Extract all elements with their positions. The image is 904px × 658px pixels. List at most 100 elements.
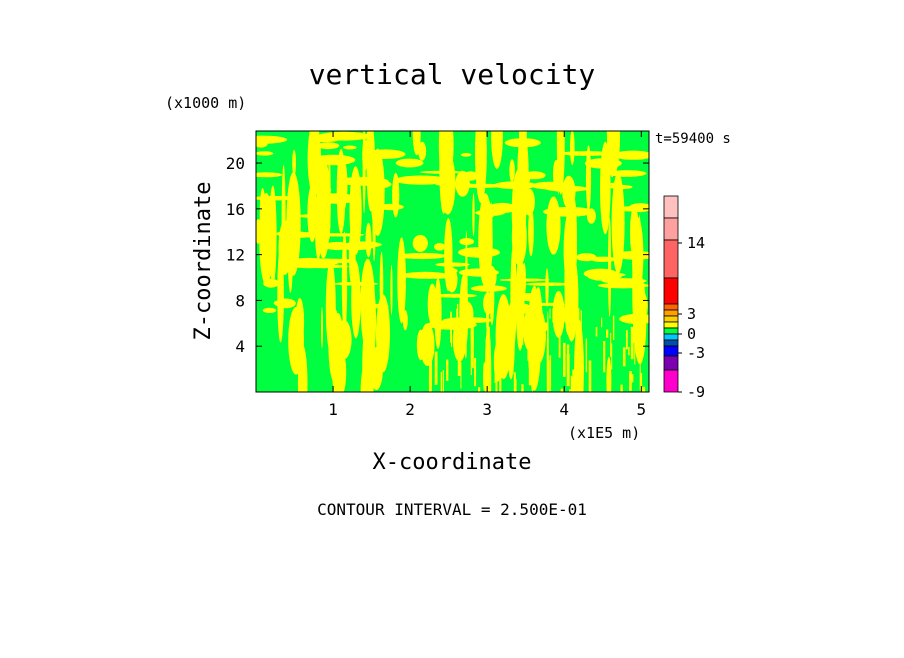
colorbar-segment <box>663 327 679 335</box>
positive-patch <box>315 193 358 204</box>
colorbar-segment <box>663 345 679 357</box>
colorbar-segment <box>663 309 679 317</box>
positive-patch <box>434 351 438 385</box>
positive-patch <box>412 275 454 279</box>
positive-patch <box>639 357 641 391</box>
positive-patch <box>489 266 495 326</box>
positive-patch <box>509 159 515 182</box>
colorbar: 14 3 0-3 -9 <box>663 195 705 401</box>
colorbar-segment <box>663 321 679 329</box>
positive-patch <box>496 366 500 377</box>
x-unit-label: (x1E5 m) <box>568 424 640 442</box>
positive-patch <box>642 386 646 392</box>
positive-patch <box>362 131 366 214</box>
positive-patch <box>517 175 531 185</box>
positive-patch <box>369 346 383 391</box>
positive-patch <box>531 302 566 306</box>
positive-patch <box>622 347 626 367</box>
x-tick-label: 5 <box>636 400 646 419</box>
positive-patch <box>549 308 551 319</box>
positive-patch <box>365 222 372 258</box>
y-axis-label: Z-coordinate <box>191 182 216 341</box>
positive-patch <box>577 349 580 370</box>
positive-patch <box>569 389 571 392</box>
positive-patch <box>491 131 503 169</box>
positive-patch <box>612 315 615 340</box>
positive-patch <box>478 387 481 392</box>
positive-patch <box>434 293 477 298</box>
positive-patch <box>262 307 277 313</box>
positive-patch <box>513 372 516 392</box>
positive-patch <box>365 149 406 159</box>
y-unit-label: (x1000 m) <box>165 94 246 112</box>
positive-patch <box>420 323 435 367</box>
positive-patch <box>606 356 612 392</box>
positive-patch <box>558 334 561 358</box>
positive-patch <box>580 310 582 336</box>
positive-patch <box>631 374 634 383</box>
positive-patch <box>633 307 636 343</box>
positive-patch <box>463 329 467 354</box>
positive-patch <box>566 344 570 373</box>
positive-patch <box>527 337 529 361</box>
positive-patch <box>590 256 617 262</box>
positive-patch <box>478 193 493 288</box>
positive-patch <box>543 206 595 217</box>
positive-patch <box>412 234 428 252</box>
y-axis: 4 8 12 16 20 <box>226 154 649 356</box>
positive-patch <box>442 370 444 392</box>
colorbar-segment <box>663 333 679 341</box>
positive-patch <box>434 277 442 349</box>
positive-patch <box>316 142 340 150</box>
colorbar-segment <box>663 315 679 323</box>
positive-patch <box>564 253 569 306</box>
positive-patch <box>356 292 372 300</box>
positive-patch <box>548 360 550 392</box>
y-tick-label: 20 <box>226 154 245 173</box>
positive-patch <box>600 141 611 235</box>
positive-patch <box>521 317 524 345</box>
velocity-field <box>256 131 649 392</box>
colorbar-label: -3 <box>687 344 705 362</box>
positive-patch <box>544 322 547 331</box>
positive-patch <box>546 196 561 255</box>
positive-patch <box>521 384 524 392</box>
positive-patch <box>601 317 603 328</box>
positive-patch <box>460 152 472 157</box>
positive-patch <box>483 361 486 392</box>
positive-patch <box>503 348 507 375</box>
positive-patch <box>256 172 283 178</box>
positive-patch <box>292 149 296 176</box>
positive-patch <box>418 141 427 161</box>
positive-patch <box>428 350 432 392</box>
positive-patch <box>610 333 612 357</box>
positive-patch <box>337 350 347 392</box>
x-tick-label: 2 <box>405 400 415 419</box>
positive-patch <box>312 233 365 237</box>
positive-patch <box>512 328 515 349</box>
positive-patch <box>278 220 292 275</box>
positive-patch <box>528 360 532 386</box>
positive-patch <box>630 205 639 260</box>
x-tick-label: 4 <box>559 400 569 419</box>
positive-patch <box>470 285 507 292</box>
positive-patch <box>629 371 632 391</box>
positive-patch <box>256 196 300 201</box>
positive-patch <box>488 327 490 346</box>
plot-frame <box>255 130 650 393</box>
positive-patch <box>525 282 571 286</box>
colorbar-segment <box>663 369 679 393</box>
positive-patch <box>499 278 550 282</box>
positive-patch <box>560 151 612 156</box>
positive-patch <box>456 309 458 342</box>
positive-patch <box>316 185 332 195</box>
positive-patch <box>564 250 579 342</box>
colorbar-segment <box>663 355 679 371</box>
positive-patch <box>434 243 446 251</box>
positive-patch <box>294 339 301 364</box>
positive-patch <box>393 175 449 185</box>
positive-patch <box>583 268 618 279</box>
positive-patch <box>263 278 279 288</box>
positive-patch <box>463 171 479 181</box>
positive-patch <box>256 222 273 226</box>
